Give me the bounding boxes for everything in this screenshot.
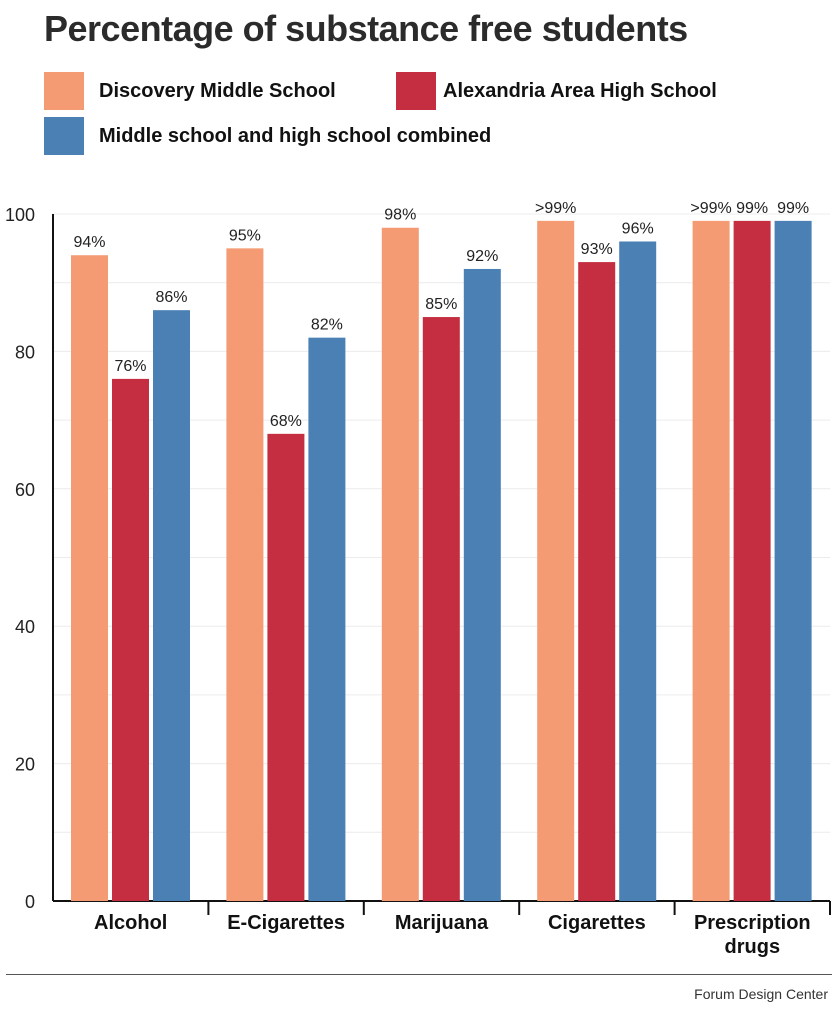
bar bbox=[422, 317, 460, 901]
bar bbox=[226, 248, 264, 902]
data-label: 95% bbox=[229, 227, 261, 244]
bar bbox=[619, 241, 657, 902]
data-label: 82% bbox=[311, 317, 343, 334]
source-credit: Forum Design Center bbox=[694, 986, 828, 1002]
data-label: 94% bbox=[73, 234, 105, 251]
x-category-label: drugs bbox=[725, 936, 781, 958]
x-category-label: Marijuana bbox=[395, 912, 489, 934]
data-label: 92% bbox=[466, 248, 498, 265]
data-label: 93% bbox=[581, 241, 613, 258]
bar bbox=[733, 220, 771, 901]
data-label: 98% bbox=[384, 207, 416, 224]
data-label: >99% bbox=[690, 200, 731, 217]
y-tick-label: 0 bbox=[25, 892, 35, 912]
bar bbox=[153, 310, 190, 901]
legend-label-alexandria: Alexandria Area High School bbox=[443, 80, 717, 102]
bar-chart: 0 20 40 60 80 100 94% 76% 86% Alcohol 95% 68% 82% E-C… bbox=[5, 200, 831, 958]
chart-title: Percentage of substance free students bbox=[44, 8, 688, 49]
footer-divider bbox=[6, 974, 832, 975]
legend-swatch-combined bbox=[44, 117, 84, 155]
bar bbox=[578, 262, 616, 902]
bar bbox=[71, 255, 108, 902]
x-category-label: E-Cigarettes bbox=[227, 912, 345, 934]
data-label: >99% bbox=[535, 200, 576, 217]
x-category-label: Prescription bbox=[694, 912, 811, 934]
y-tick-label: 40 bbox=[15, 617, 35, 637]
y-tick-label: 80 bbox=[15, 342, 35, 362]
bar bbox=[308, 337, 346, 901]
bar bbox=[774, 220, 812, 901]
y-tick-label: 20 bbox=[15, 755, 35, 775]
legend-label-combined: Middle school and high school combined bbox=[99, 125, 492, 147]
legend-swatch-discovery bbox=[44, 72, 84, 110]
data-label: 99% bbox=[736, 200, 768, 217]
data-label: 85% bbox=[425, 296, 457, 313]
bar bbox=[381, 227, 419, 902]
bar bbox=[537, 220, 575, 901]
x-category-label: Alcohol bbox=[94, 912, 167, 934]
bar bbox=[112, 378, 149, 901]
bar bbox=[692, 220, 730, 901]
legend-swatch-alexandria bbox=[396, 72, 436, 110]
data-label: 76% bbox=[114, 358, 146, 375]
y-tick-label: 100 bbox=[5, 205, 35, 225]
bar bbox=[267, 433, 305, 901]
bar bbox=[463, 268, 501, 902]
data-label: 68% bbox=[270, 413, 302, 430]
data-label: 96% bbox=[622, 220, 654, 237]
data-label: 99% bbox=[777, 200, 809, 217]
y-tick-label: 60 bbox=[15, 480, 35, 500]
data-label: 86% bbox=[155, 289, 187, 306]
x-category-label: Cigarettes bbox=[548, 912, 646, 934]
legend-label-discovery: Discovery Middle School bbox=[99, 80, 336, 102]
